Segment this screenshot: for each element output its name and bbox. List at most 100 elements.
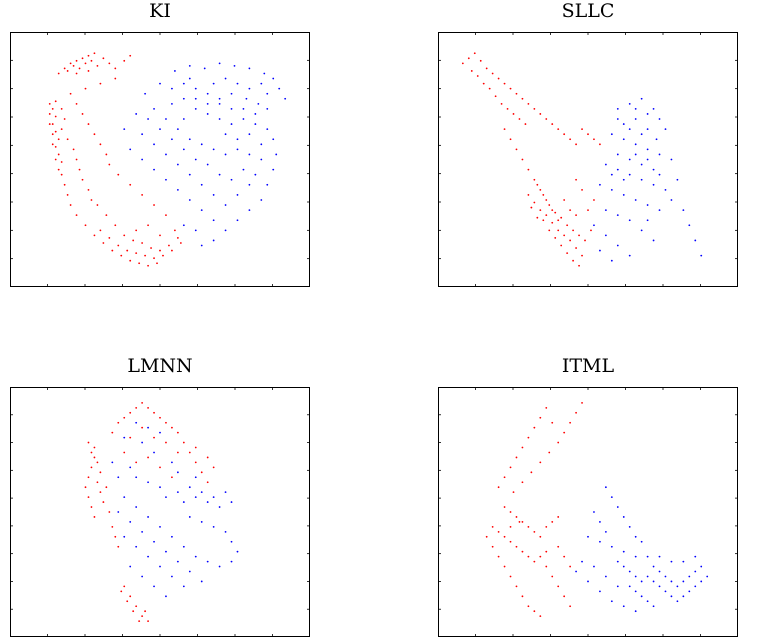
scatter-point [105,214,108,217]
scatter-point [90,506,93,508]
scatter-point [117,421,120,424]
scatter-point [236,138,239,141]
scatter-point [188,64,191,67]
scatter-point [536,183,539,186]
scatter-point [572,259,574,262]
scatter-plot [438,387,738,637]
scatter-point [182,441,185,444]
scatter-point [509,87,512,90]
scatter-point [159,431,161,434]
scatter-point [72,148,75,151]
scatter-point [168,244,170,247]
scatter-point [123,496,126,499]
scatter-point [72,64,75,67]
scatter-point [634,199,637,201]
scatter-point [563,595,566,598]
scatter-point [99,491,102,494]
scatter-point [509,511,512,513]
scatter-point [206,481,209,484]
scatter-point [521,158,524,161]
scatter-point [93,133,96,136]
scatter-point [123,585,126,588]
scatter-point [212,82,215,85]
scatter-point [640,229,643,232]
scatter-point [604,486,607,489]
scatter-point [102,501,105,503]
scatter-point [159,486,161,489]
scatter-point [57,168,60,171]
scatter-point [575,570,577,573]
scatter-point [99,229,102,232]
scatter-point [604,163,607,166]
scatter-point [182,501,185,503]
scatter-point [224,530,227,533]
scatter-point [610,545,613,548]
scatter-plot [10,387,310,637]
scatter-point [533,560,536,563]
scatter-point [162,254,164,257]
scatter-point [560,216,563,219]
scatter-point [610,600,613,603]
scatter-point [509,466,512,469]
scatter-point [147,516,149,518]
scatter-point [212,496,215,499]
scatter-point [682,560,685,563]
scatter-point [652,239,655,242]
scatter-point [96,481,99,484]
scatter-point [485,67,488,70]
scatter-point [129,411,132,414]
scatter-point [87,123,90,125]
scatter-point [218,506,221,508]
scatter-point [616,118,619,120]
scatter-point [563,199,566,201]
scatter-point [188,516,191,518]
scatter-point [494,95,497,98]
scatter-point [616,108,619,110]
scatter-point [536,216,539,219]
scatter-point [206,92,209,95]
scatter-point [266,128,269,131]
scatter-point [176,560,179,563]
scatter-point [90,466,93,469]
scatter-point [545,406,548,409]
scatter-point [646,219,649,222]
scatter-point [551,221,554,224]
scatter-point [123,436,126,439]
scatter-point [171,535,173,538]
scatter-point [670,199,673,201]
scatter-point [93,516,96,518]
scatter-point [557,229,560,232]
scatter-point [658,209,661,212]
scatter-point [135,113,138,115]
scatter-point [599,590,601,593]
scatter-point [114,67,117,70]
scatter-point [218,97,221,100]
scatter-point [141,426,144,429]
scatter-point [628,254,631,257]
scatter-point [706,575,709,578]
scatter-point [147,620,149,623]
scatter-point [156,262,158,265]
scatter-point [66,194,69,196]
scatter-point [218,173,221,176]
scatter-point [159,466,161,469]
scatter-point [135,461,138,464]
scatter-point [527,436,530,439]
scatter-point [610,133,613,136]
scatter-point [105,486,108,489]
scatter-point [165,595,167,598]
scatter-point [578,234,580,237]
scatter-point [111,461,114,464]
scatter-point [87,188,90,191]
scatter-point [646,555,649,558]
scatter-point [179,242,182,244]
scatter-point [557,516,560,518]
scatter-point [272,168,275,171]
scatter-point [135,252,138,255]
scatter-point [557,585,560,588]
scatter-point [51,143,54,146]
scatter-point [640,595,643,598]
scatter-point [153,436,155,439]
scatter-point [518,521,521,523]
scatter-point [188,570,191,573]
